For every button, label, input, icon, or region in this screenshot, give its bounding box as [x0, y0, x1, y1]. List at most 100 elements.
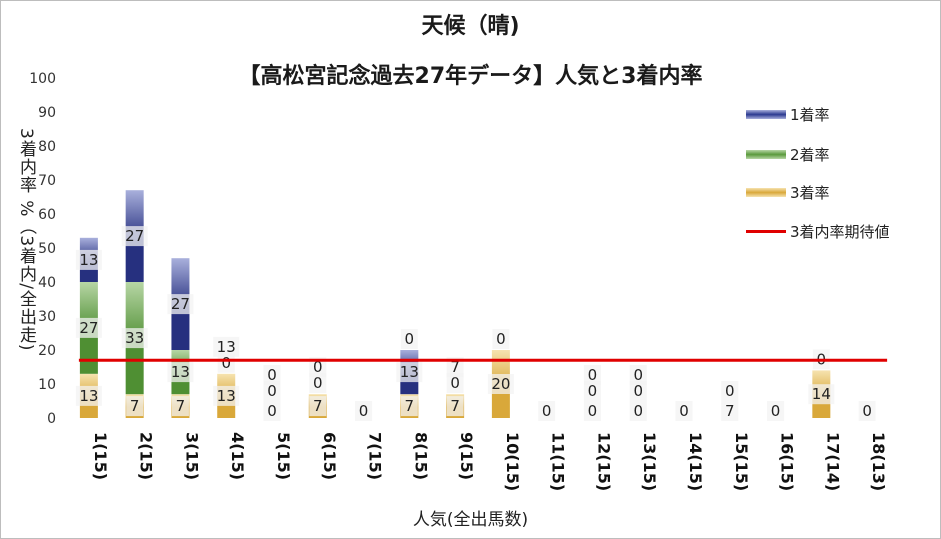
legend-label-3rd: 3着率 — [790, 184, 830, 202]
data-label: 7 — [176, 397, 186, 415]
x-tick-label: 2(15) — [137, 432, 156, 480]
data-label-bg — [446, 373, 464, 394]
data-label: 0 — [633, 366, 643, 384]
data-label: 0 — [633, 402, 643, 420]
x-tick-label: 3(15) — [182, 432, 201, 480]
x-tick-label: 11(15) — [549, 432, 568, 491]
data-label: 0 — [313, 374, 323, 392]
data-label-bg — [583, 365, 601, 385]
y-tick-label: 80 — [38, 139, 56, 155]
data-label: 0 — [405, 330, 415, 348]
data-label-bg — [213, 336, 240, 357]
data-label: 27 — [125, 227, 144, 245]
data-label-bg — [400, 396, 418, 417]
data-label: 0 — [588, 366, 598, 384]
data-label-bg — [217, 352, 235, 373]
data-label-bg — [126, 396, 144, 417]
data-label: 0 — [450, 374, 460, 392]
data-label: 20 — [491, 375, 510, 393]
data-label-bg — [309, 373, 327, 394]
data-label: 0 — [313, 358, 323, 376]
x-tick-label: 15(15) — [732, 432, 751, 491]
data-label-bg — [75, 385, 102, 406]
y-tick-label: 20 — [38, 343, 56, 359]
x-tick-label: 10(15) — [503, 432, 522, 491]
data-label-bg — [446, 396, 464, 417]
data-label-bg — [167, 362, 194, 383]
data-label: 0 — [359, 402, 369, 420]
x-tick-label: 5(15) — [274, 432, 293, 480]
data-label-bg — [171, 396, 189, 417]
legend-swatch-3rd — [746, 188, 786, 197]
data-label: 13 — [400, 363, 419, 381]
x-tick-label: 16(15) — [778, 432, 797, 491]
data-label-bg — [309, 357, 327, 378]
x-axis-title: 人気(全出馬数) — [412, 510, 529, 530]
data-label: 27 — [79, 319, 98, 337]
data-label-bg — [309, 396, 327, 417]
data-label-bg — [121, 328, 148, 349]
data-label-bg — [538, 401, 556, 421]
data-label: 7 — [450, 397, 460, 415]
data-label: 7 — [405, 397, 415, 415]
data-label-bg — [75, 249, 102, 270]
data-label-bg — [167, 294, 194, 315]
data-label: 0 — [221, 354, 231, 372]
data-label: 13 — [171, 363, 190, 381]
chart-subtitle: 【高松宮記念過去27年データ】人気と3着内率 — [238, 64, 703, 89]
data-label: 0 — [725, 382, 735, 400]
data-label: 7 — [725, 402, 735, 420]
data-label: 0 — [267, 382, 277, 400]
x-tick-label: 1(15) — [91, 432, 110, 480]
data-label: 14 — [812, 385, 831, 403]
data-label: 7 — [130, 397, 140, 415]
data-label: 7 — [313, 397, 323, 415]
x-tick-label: 9(15) — [457, 432, 476, 480]
data-label: 0 — [542, 402, 552, 420]
data-label: 0 — [588, 382, 598, 400]
y-tick-label: 0 — [47, 411, 56, 427]
y-tick-label: 30 — [38, 309, 56, 325]
legend-item-expected: 3着内率期待値 — [746, 221, 890, 241]
data-label: 0 — [588, 402, 598, 420]
data-label: 0 — [267, 402, 277, 420]
data-label-bg — [721, 381, 739, 401]
x-tick-label: 4(15) — [228, 432, 247, 480]
data-label: 13 — [217, 338, 236, 356]
x-tick-label: 7(15) — [366, 432, 385, 480]
data-label-bg — [121, 226, 148, 247]
data-label-bg — [487, 374, 514, 394]
data-label: 13 — [217, 387, 236, 405]
chart-title: 天候（晴) — [421, 14, 520, 39]
data-label: 0 — [496, 330, 506, 348]
y-tick-label: 100 — [29, 71, 56, 87]
legend-swatch-expected — [746, 230, 786, 233]
data-label: 0 — [862, 402, 872, 420]
data-label-bg — [858, 401, 876, 421]
data-label-bg — [721, 401, 739, 421]
data-label-bg — [583, 381, 601, 401]
legend-item-3rd: 3着率 — [746, 182, 830, 202]
data-label-bg — [355, 401, 373, 421]
legend-swatch-2nd — [746, 150, 786, 159]
data-label: 7 — [450, 358, 460, 376]
data-label-bg — [583, 401, 601, 421]
data-label-bg — [629, 401, 647, 421]
x-tick-label: 18(13) — [869, 432, 888, 491]
data-label: 33 — [125, 329, 144, 347]
data-label-bg — [263, 381, 281, 401]
legend-item-2nd: 2着率 — [746, 144, 830, 164]
data-label-bg — [396, 362, 423, 383]
data-label: 0 — [679, 402, 689, 420]
data-label: 13 — [79, 387, 98, 405]
x-tick-label: 13(15) — [640, 432, 659, 491]
data-label-bg — [400, 329, 418, 349]
y-tick-label: 70 — [38, 173, 56, 189]
legend-label-1st: 1着率 — [790, 106, 830, 124]
data-label: 0 — [771, 402, 781, 420]
data-label-bg — [75, 317, 102, 338]
data-label-bg — [492, 329, 510, 349]
data-label-bg — [675, 401, 693, 421]
